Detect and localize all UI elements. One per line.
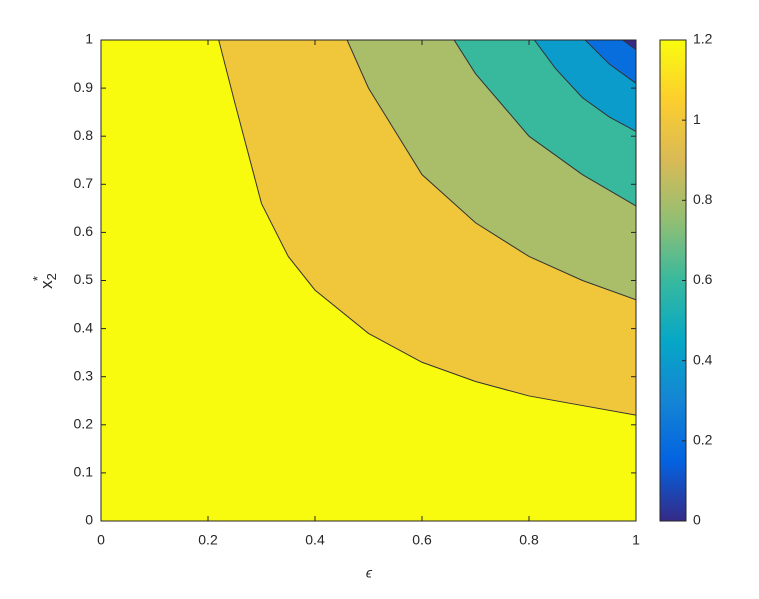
colorbar-tick-label: 0.8 <box>693 191 713 207</box>
contour-region <box>585 40 636 84</box>
y-label-base: x <box>37 280 56 289</box>
colorbar <box>660 40 686 521</box>
y-tick-label: 0.1 <box>74 464 94 480</box>
x-tick-label: 0.8 <box>519 532 539 548</box>
y-tick-label: 0.3 <box>74 367 94 383</box>
y-tick-label: 0.7 <box>74 175 94 191</box>
contour-line <box>584 40 636 84</box>
y-tick-label: 0.2 <box>74 416 94 432</box>
colorbar-tick-label: 0.4 <box>693 351 713 367</box>
x-tick-label: 0 <box>97 532 105 548</box>
colorbar-tick-label: 0 <box>693 512 701 528</box>
x-tick-label: 1 <box>632 532 640 548</box>
y-label-subscript: 2 <box>44 273 59 280</box>
y-label-superscript: * <box>30 276 45 281</box>
contour-line <box>533 40 636 132</box>
colorbar-tick-label: 1.2 <box>693 31 713 47</box>
y-axis-label: x2* <box>30 273 59 289</box>
y-tick-label: 0.5 <box>74 271 94 287</box>
y-tick-label: 0.6 <box>74 223 94 239</box>
x-tick-label: 0.6 <box>412 532 432 548</box>
y-tick-label: 0 <box>85 512 93 528</box>
colorbar-tick-label: 1 <box>693 111 701 127</box>
colorbar-tick-label: 0.2 <box>693 432 713 448</box>
contour-line <box>453 40 636 207</box>
contour-line <box>218 40 636 416</box>
y-tick-label: 0.4 <box>74 319 94 335</box>
x-tick-label: 0.2 <box>198 532 218 548</box>
contour-line <box>346 40 636 301</box>
y-tick-label: 1 <box>85 31 93 47</box>
colorbar-tick-label: 0.6 <box>693 271 713 287</box>
x-axis-label: ϵ <box>366 565 373 581</box>
x-tick-label: 0.4 <box>305 532 325 548</box>
contour-line <box>622 40 636 51</box>
y-tick-label: 0.8 <box>74 127 94 143</box>
y-tick-label: 0.9 <box>74 79 94 95</box>
plot-area <box>101 40 636 521</box>
